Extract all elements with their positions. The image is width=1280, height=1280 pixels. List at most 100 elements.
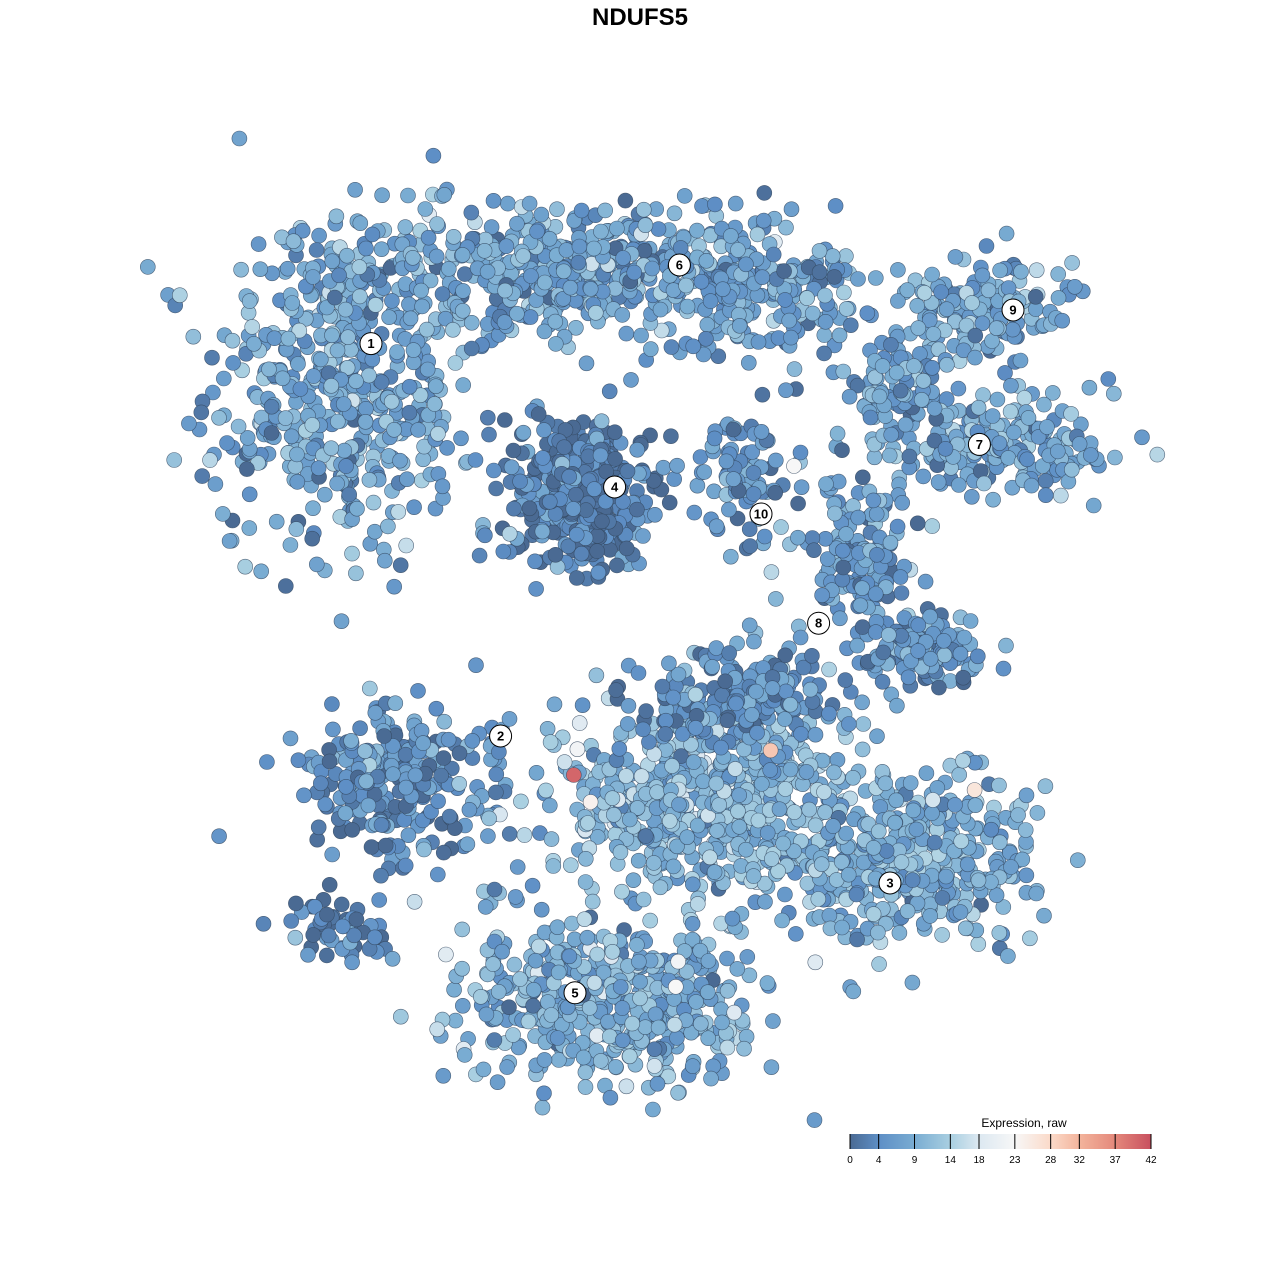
cell-point bbox=[892, 569, 909, 585]
cell-point bbox=[341, 486, 358, 503]
cell-point bbox=[765, 246, 782, 263]
cell-point bbox=[425, 147, 442, 164]
cell-point bbox=[384, 950, 401, 967]
cell-point bbox=[614, 307, 631, 323]
cell-point bbox=[688, 994, 704, 1010]
cell-point bbox=[488, 784, 504, 801]
cell-point bbox=[392, 557, 409, 574]
cell-point bbox=[711, 797, 728, 813]
legend-colorbar bbox=[850, 1134, 1151, 1149]
cell-point bbox=[348, 373, 364, 390]
cell-point bbox=[722, 228, 739, 244]
cell-point bbox=[386, 578, 403, 595]
cell-point bbox=[401, 404, 418, 421]
cell-point bbox=[441, 808, 458, 825]
cell-point bbox=[867, 270, 884, 286]
cell-point bbox=[713, 739, 729, 756]
cell-point bbox=[1053, 487, 1069, 504]
cell-point bbox=[506, 956, 523, 973]
cell-point bbox=[1050, 443, 1066, 460]
cell-point bbox=[373, 241, 390, 257]
cell-point bbox=[635, 891, 652, 908]
cell-point bbox=[867, 586, 884, 602]
high-expression-point bbox=[670, 953, 687, 970]
cell-point bbox=[612, 844, 629, 860]
cell-point bbox=[277, 410, 294, 426]
cell-point bbox=[764, 680, 781, 697]
cell-point bbox=[405, 342, 422, 358]
cell-point bbox=[401, 378, 418, 395]
cell-point bbox=[684, 1058, 701, 1074]
cell-point bbox=[478, 1006, 495, 1023]
cell-point bbox=[575, 1049, 592, 1066]
cell-point bbox=[978, 238, 995, 254]
cell-point bbox=[496, 412, 513, 428]
cell-point bbox=[670, 1085, 686, 1101]
cell-point bbox=[263, 425, 280, 441]
cell-point bbox=[763, 564, 780, 580]
cluster-label-2: 2 bbox=[489, 724, 513, 748]
cell-point bbox=[376, 728, 393, 744]
cell-point bbox=[744, 444, 761, 460]
cell-point bbox=[413, 282, 429, 299]
cell-point bbox=[821, 705, 837, 722]
cell-point bbox=[499, 195, 516, 212]
cell-point bbox=[486, 1032, 503, 1048]
cell-point bbox=[480, 828, 496, 844]
cell-point bbox=[842, 317, 859, 334]
legend-tick-label: 23 bbox=[1009, 1155, 1021, 1166]
cell-point bbox=[292, 381, 309, 397]
cell-point bbox=[435, 1068, 452, 1084]
cell-point bbox=[618, 1078, 635, 1095]
cell-point bbox=[824, 248, 841, 264]
cell-point bbox=[924, 266, 940, 283]
cell-point bbox=[386, 421, 402, 438]
cell-point bbox=[348, 911, 365, 928]
cell-point bbox=[594, 513, 610, 530]
legend-tick-label: 4 bbox=[876, 1155, 882, 1166]
cell-point bbox=[799, 290, 815, 306]
high-expression-point bbox=[786, 458, 802, 474]
cell-point bbox=[324, 696, 340, 712]
cell-point bbox=[344, 822, 361, 838]
cell-point bbox=[555, 263, 572, 280]
cell-point bbox=[804, 647, 820, 664]
cell-point bbox=[802, 681, 819, 698]
cell-point bbox=[1081, 379, 1098, 396]
cell-point bbox=[955, 669, 972, 686]
cell-point bbox=[702, 293, 719, 309]
cell-point bbox=[376, 552, 393, 569]
cell-point bbox=[654, 678, 671, 695]
cell-point bbox=[661, 813, 678, 829]
cell-point bbox=[854, 741, 871, 758]
cell-point bbox=[888, 792, 905, 809]
cell-point bbox=[1037, 473, 1054, 489]
cell-point bbox=[282, 730, 299, 747]
cell-point bbox=[483, 219, 500, 235]
cell-point bbox=[728, 695, 744, 712]
cell-point bbox=[918, 765, 935, 782]
cell-point bbox=[326, 289, 343, 306]
cell-point bbox=[647, 1006, 664, 1023]
cell-point bbox=[646, 1041, 663, 1057]
cell-point bbox=[719, 712, 736, 729]
cell-point bbox=[402, 310, 419, 327]
cell-point bbox=[343, 732, 359, 749]
cell-point bbox=[454, 921, 471, 938]
cell-point bbox=[325, 721, 341, 738]
cell-point bbox=[630, 665, 647, 681]
cell-point bbox=[819, 551, 836, 567]
cell-point bbox=[1027, 288, 1044, 305]
cell-point bbox=[933, 284, 949, 300]
cell-point bbox=[451, 775, 468, 792]
cell-point bbox=[305, 368, 322, 384]
cell-point bbox=[650, 1019, 667, 1036]
cell-point bbox=[560, 538, 577, 555]
cell-point bbox=[367, 704, 384, 721]
cell-point bbox=[340, 329, 356, 346]
cell-point bbox=[908, 821, 925, 838]
cell-point bbox=[916, 284, 933, 301]
cell-point bbox=[776, 263, 792, 279]
cell-point bbox=[498, 238, 515, 254]
cell-point bbox=[215, 506, 231, 522]
